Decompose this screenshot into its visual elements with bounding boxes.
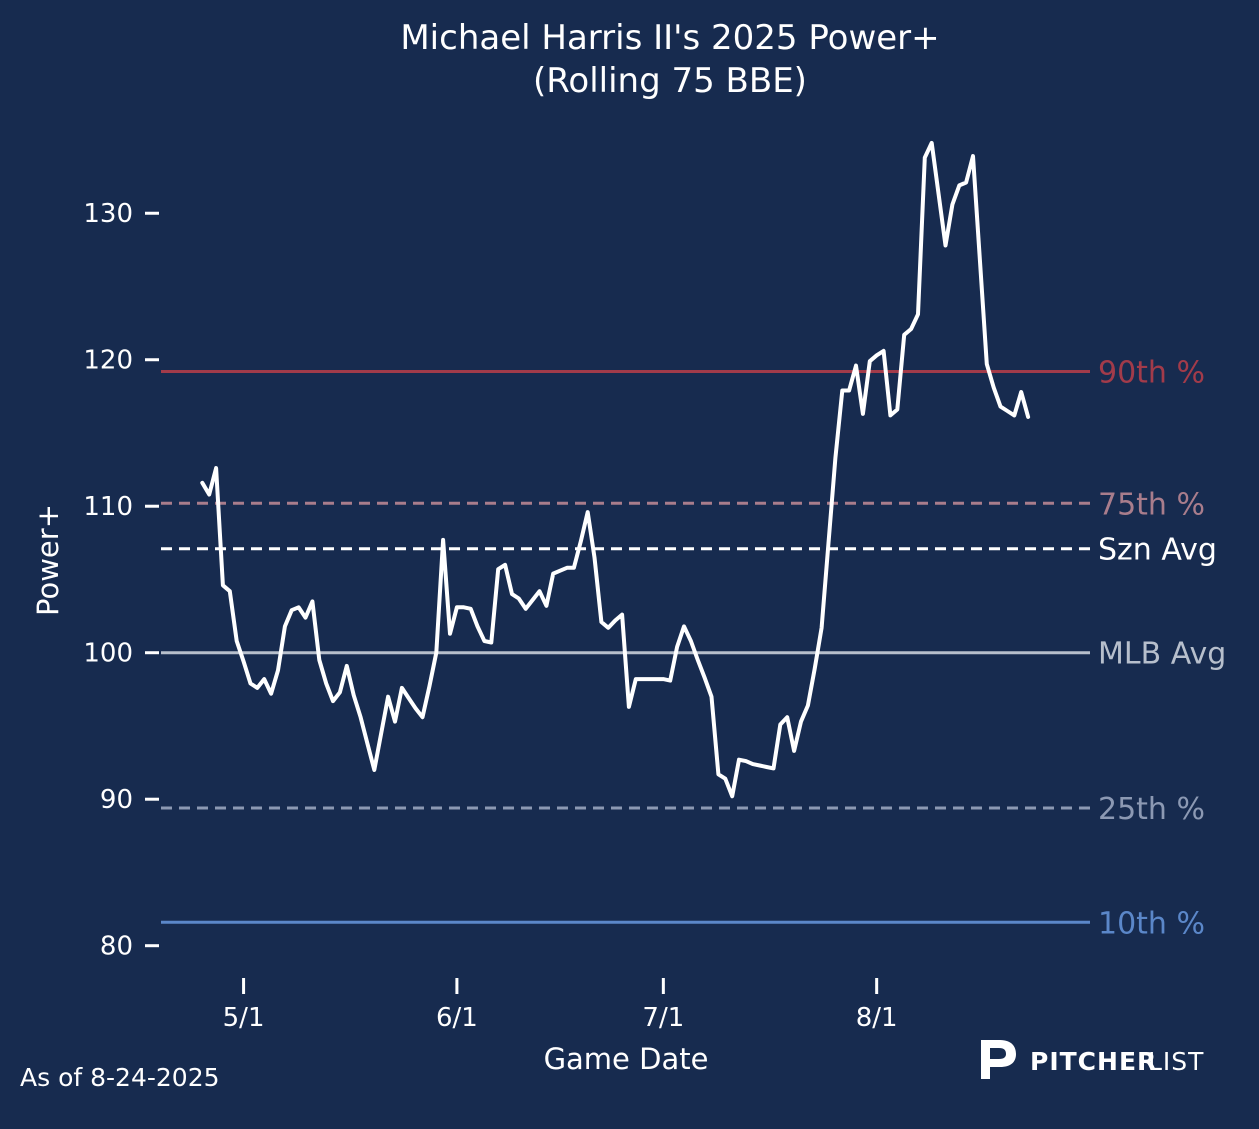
ref-label-10th: 10th % [1098, 906, 1205, 941]
as-of-date: As of 8-24-2025 [20, 1063, 220, 1092]
x-tick-label: 5/1 [223, 1003, 265, 1033]
ref-label-75th: 75th % [1098, 487, 1205, 522]
pitcherlist-logo: PITCHER LIST [981, 1040, 1204, 1079]
y-axis-label: Power+ [31, 504, 65, 616]
y-tick-label: 90 [100, 785, 133, 815]
y-tick-label: 80 [100, 932, 133, 962]
x-tick-label: 7/1 [642, 1003, 684, 1033]
ref-label-mlb-avg: MLB Avg [1098, 637, 1226, 672]
ref-label-25th: 25th % [1098, 792, 1205, 827]
pitcherlist-p-icon [981, 1040, 1016, 1079]
y-tick-label: 110 [83, 492, 133, 522]
y-tick-label: 100 [83, 639, 133, 669]
reference-lines: 90th % 75th % Szn Avg MLB Avg 25th % 10th % [161, 355, 1226, 941]
brand-pitcher: PITCHER [1030, 1047, 1157, 1076]
ref-label-szn-avg: Szn Avg [1098, 533, 1217, 568]
x-tick-label: 6/1 [436, 1003, 478, 1033]
power-plus-series-line [200, 140, 1031, 799]
ref-label-90th: 90th % [1098, 355, 1205, 390]
y-tick-label: 130 [83, 199, 133, 229]
y-tick-label: 120 [83, 346, 133, 376]
x-axis-label: Game Date [544, 1042, 709, 1076]
chart-title: Michael Harris II's 2025 Power+ [400, 18, 939, 58]
brand-list: LIST [1148, 1047, 1204, 1076]
x-tick-label: 8/1 [856, 1003, 898, 1033]
y-axis: 80 90 100 110 120 130 [83, 199, 159, 962]
chart-subtitle: (Rolling 75 BBE) [533, 61, 807, 101]
x-axis: 5/1 6/1 7/1 8/1 [223, 978, 898, 1033]
